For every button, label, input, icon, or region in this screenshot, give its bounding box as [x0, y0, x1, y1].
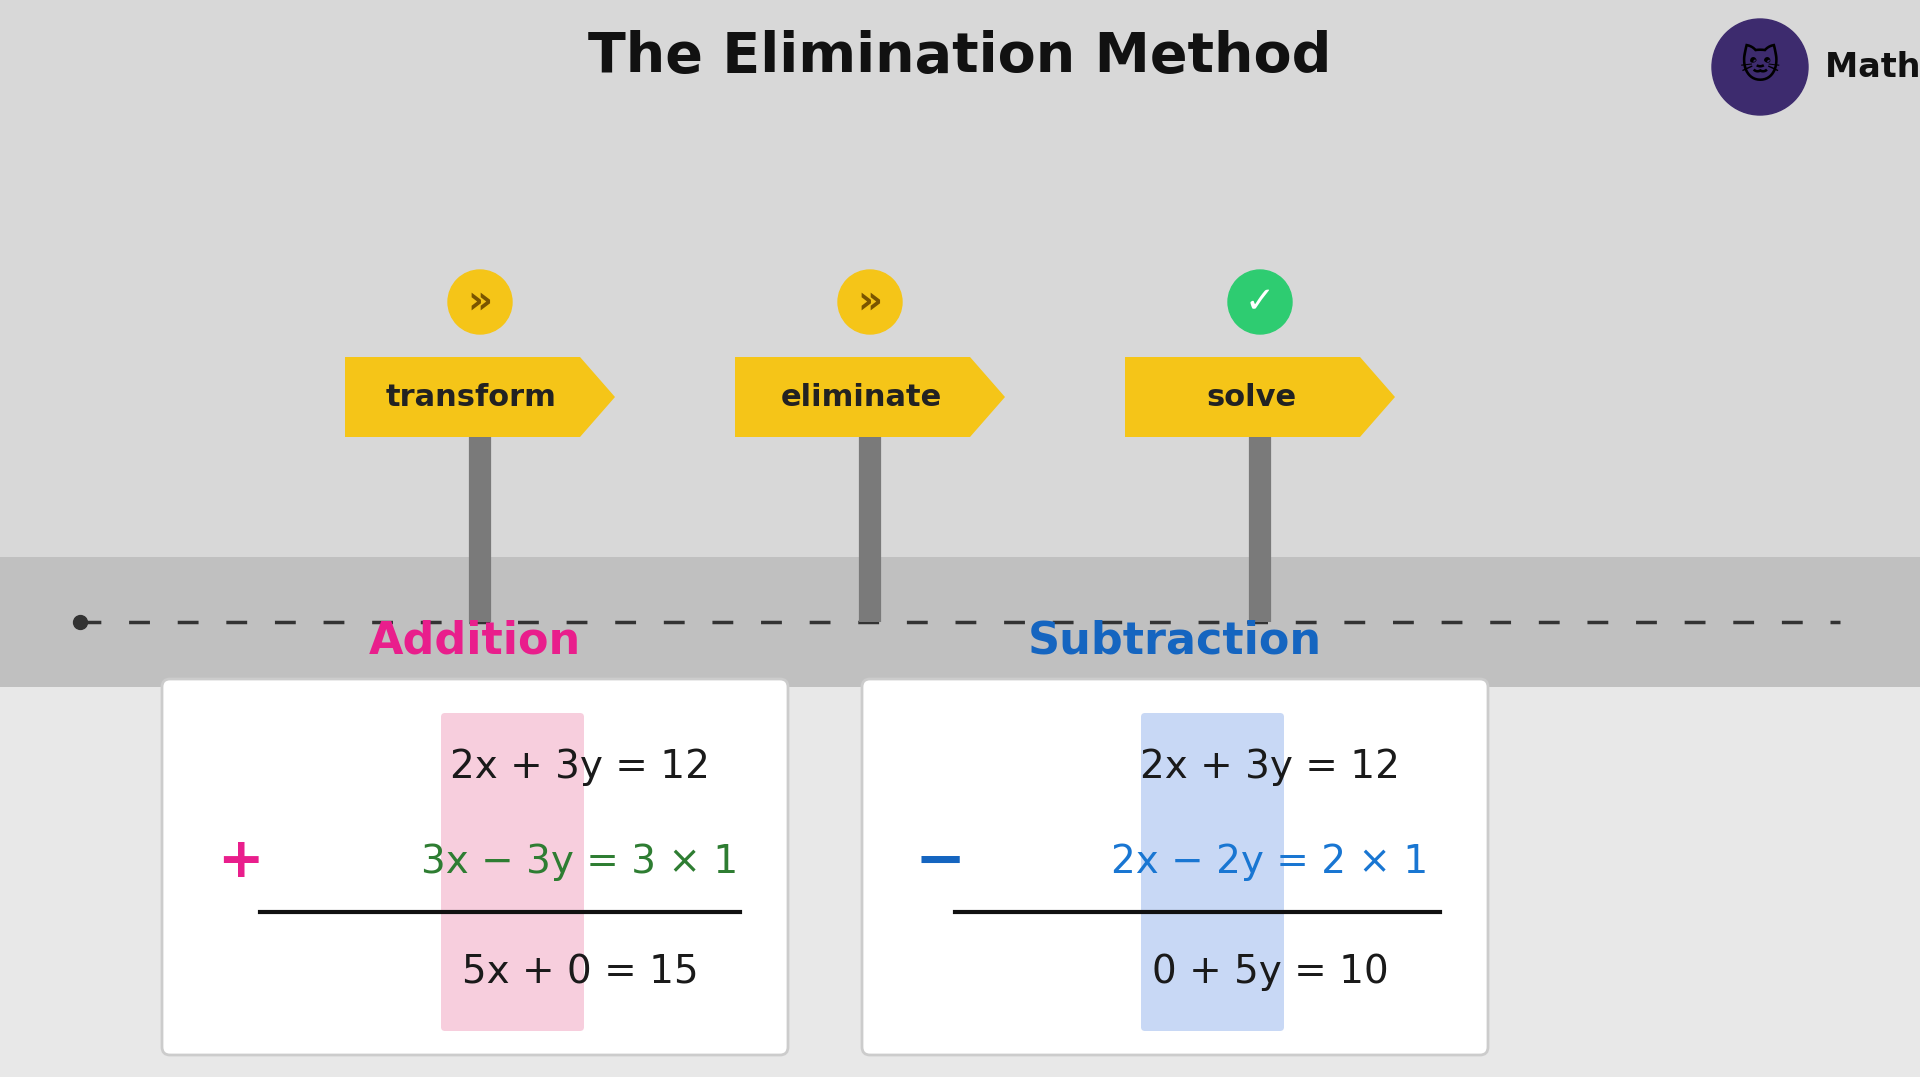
Polygon shape	[1125, 356, 1396, 437]
Text: 5x + 0 = 15: 5x + 0 = 15	[461, 953, 699, 991]
Text: »: »	[858, 283, 883, 321]
Text: The Elimination Method: The Elimination Method	[588, 30, 1332, 84]
Text: +: +	[217, 835, 263, 889]
Text: solve: solve	[1206, 382, 1296, 411]
Text: 2x + 3y = 12: 2x + 3y = 12	[449, 749, 710, 786]
FancyBboxPatch shape	[442, 713, 584, 1031]
Bar	[0, 557, 1920, 687]
Circle shape	[1229, 270, 1292, 334]
Text: −: −	[914, 833, 966, 892]
Text: 0 + 5y = 10: 0 + 5y = 10	[1152, 953, 1388, 991]
Text: 🐱: 🐱	[1740, 48, 1780, 86]
Bar	[0, 647, 1920, 1077]
Circle shape	[447, 270, 513, 334]
Text: Addition: Addition	[369, 619, 582, 662]
Circle shape	[1713, 19, 1809, 115]
Text: Maths Angel: Maths Angel	[1826, 51, 1920, 84]
Polygon shape	[346, 356, 614, 437]
Text: eliminate: eliminate	[781, 382, 943, 411]
Text: »: »	[467, 283, 493, 321]
FancyBboxPatch shape	[161, 679, 787, 1055]
Text: transform: transform	[386, 382, 557, 411]
Circle shape	[837, 270, 902, 334]
Text: 2x − 2y = 2 × 1: 2x − 2y = 2 × 1	[1112, 843, 1428, 881]
Text: 3x − 3y = 3 × 1: 3x − 3y = 3 × 1	[420, 843, 739, 881]
Bar	[0, 0, 1920, 647]
Text: Subtraction: Subtraction	[1027, 619, 1323, 662]
FancyBboxPatch shape	[862, 679, 1488, 1055]
Text: ✓: ✓	[1244, 285, 1275, 319]
FancyBboxPatch shape	[1140, 713, 1284, 1031]
Polygon shape	[735, 356, 1004, 437]
Text: 2x + 3y = 12: 2x + 3y = 12	[1140, 749, 1400, 786]
